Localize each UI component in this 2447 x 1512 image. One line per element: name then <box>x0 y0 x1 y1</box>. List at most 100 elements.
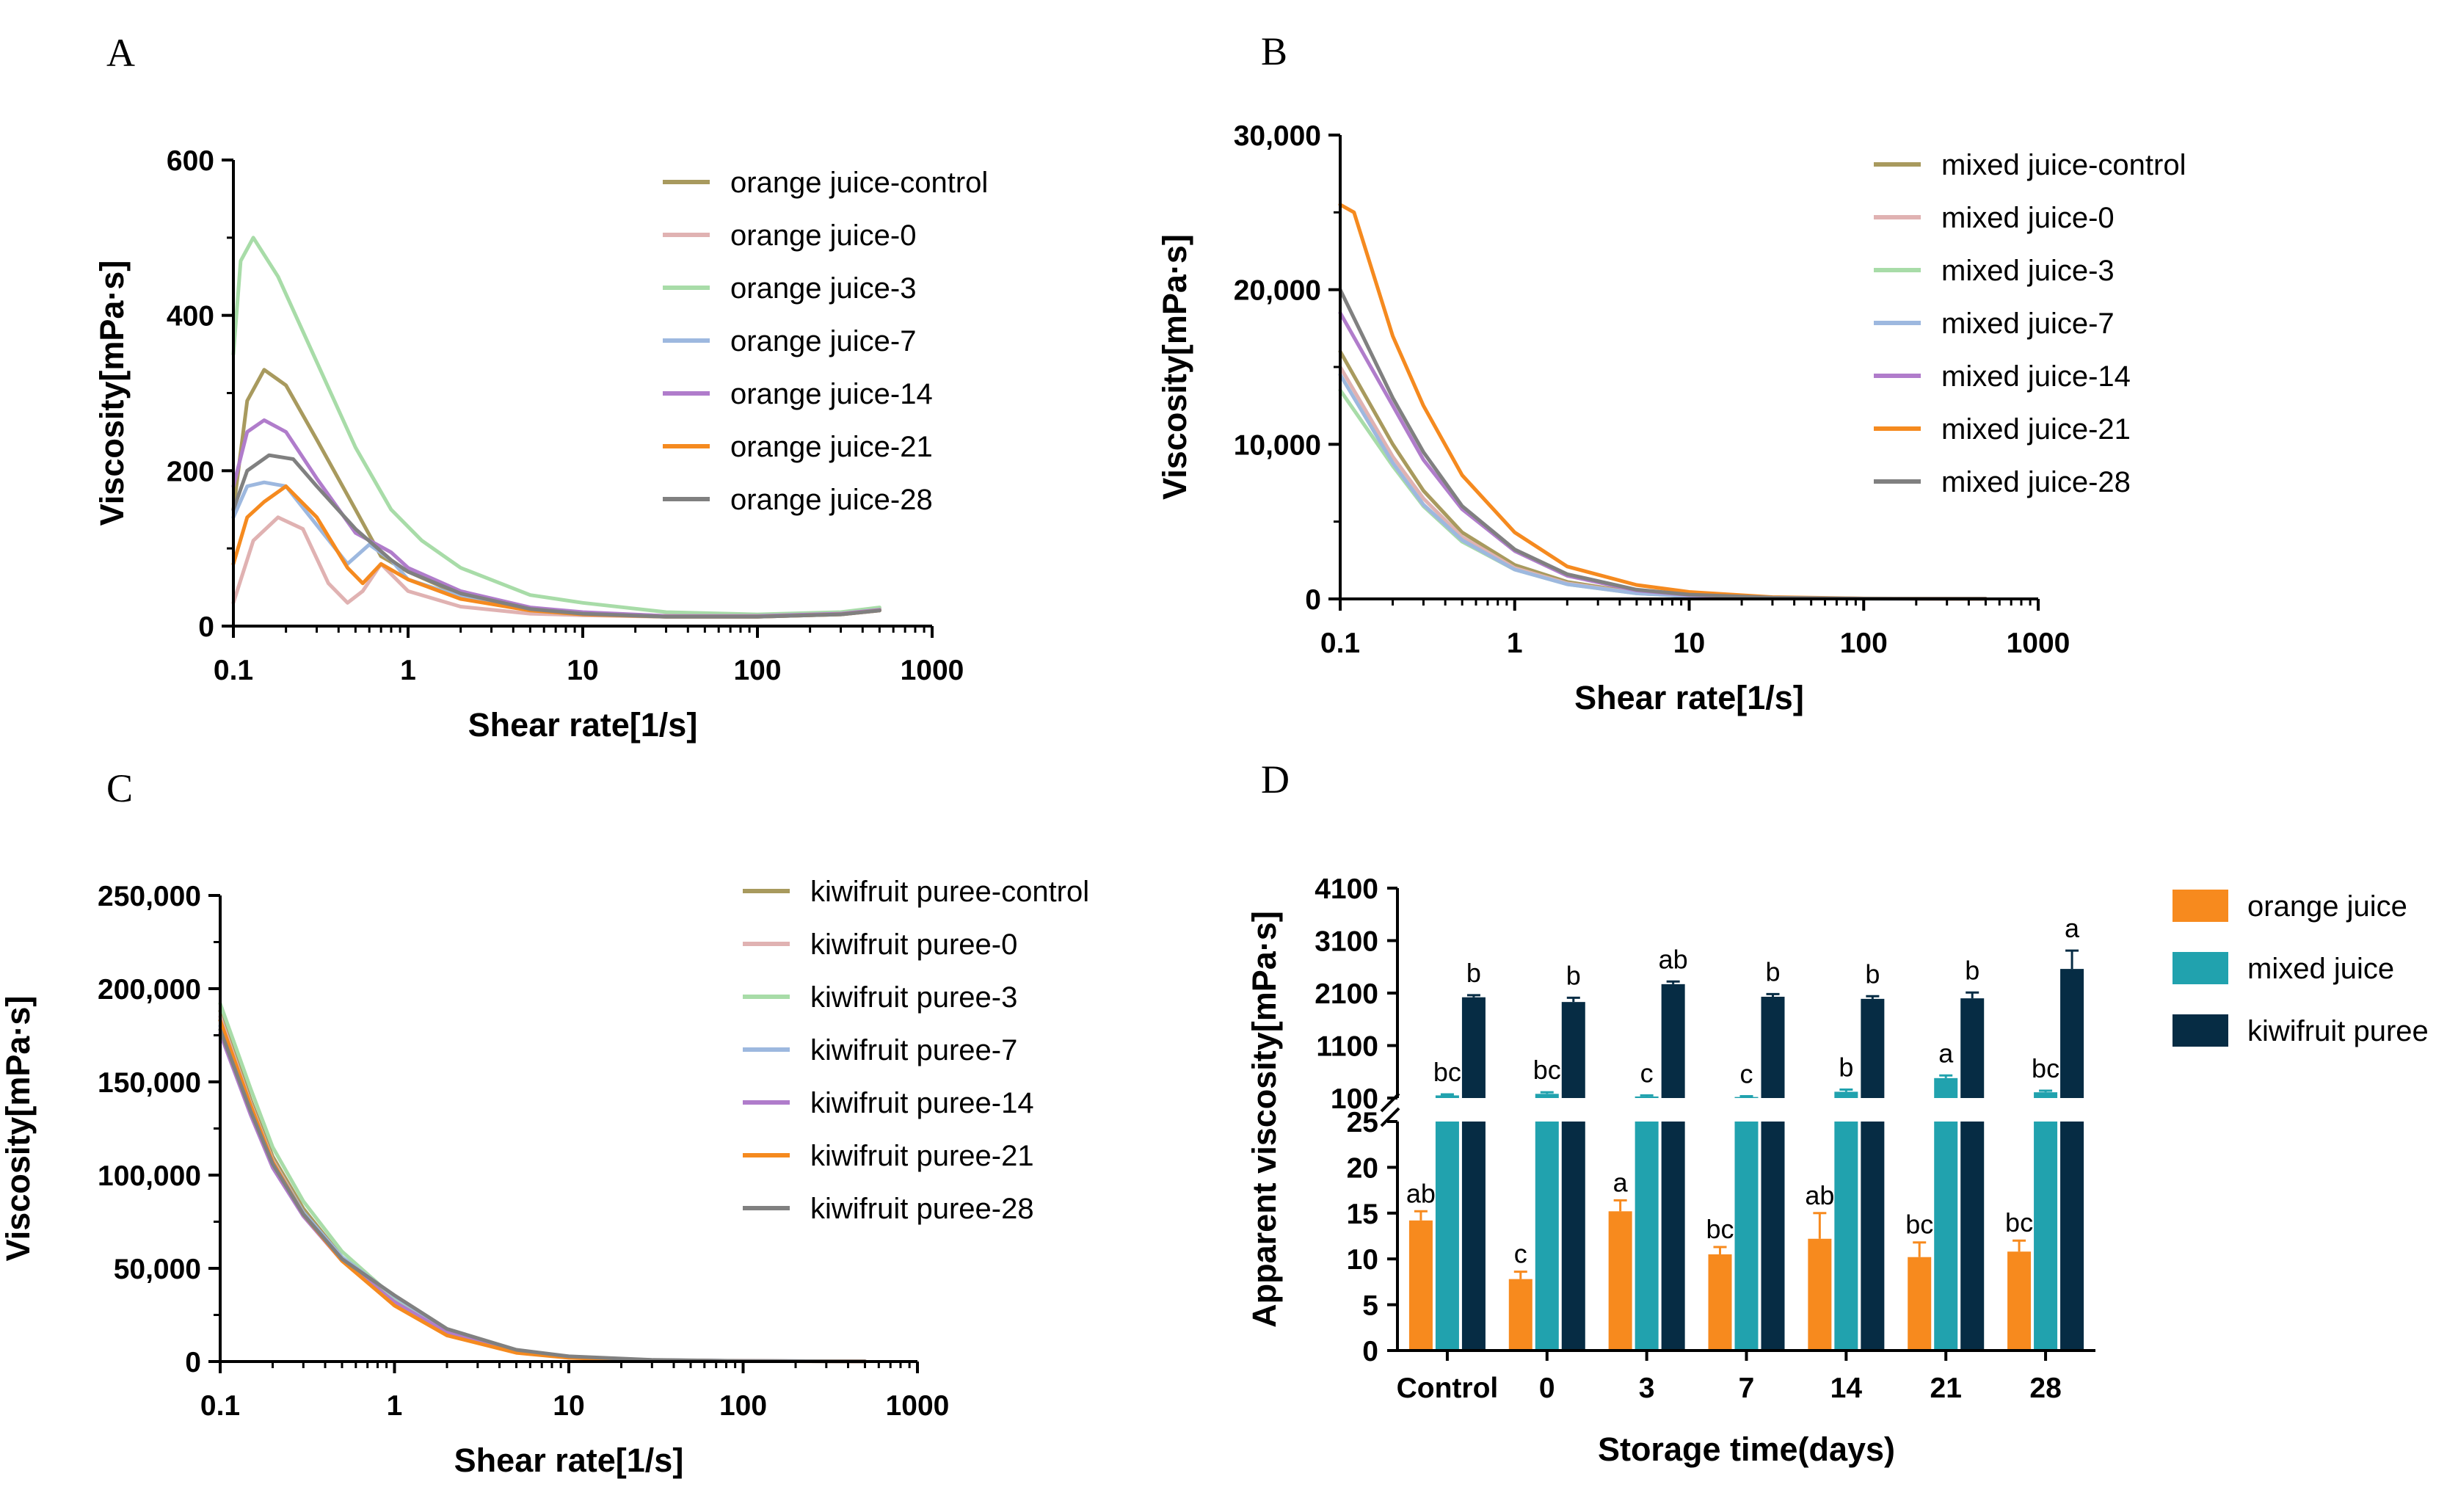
bar-orange-juice <box>2007 1251 2032 1351</box>
significance-label: bc <box>1433 1057 1461 1087</box>
y-tick-label: 200,000 <box>98 974 201 1006</box>
x-tick-label: 21 <box>1930 1373 1962 1404</box>
x-axis-title: Shear rate[1/s] <box>454 1442 684 1479</box>
legend-label: mixed juice <box>2247 953 2394 985</box>
series-line-3 <box>231 236 881 617</box>
bar-orange-juice <box>1608 1211 1632 1351</box>
legend-label: orange juice-7 <box>730 325 917 357</box>
x-tick-label: Control <box>1397 1373 1499 1404</box>
bar-kiwifruit-puree-lower <box>1761 1122 1785 1351</box>
series-line-7 <box>231 453 881 619</box>
bar-orange-juice <box>1808 1238 1832 1351</box>
y-tick-label: 1100 <box>1316 1031 1378 1063</box>
y-tick-label: 100 <box>1331 1083 1378 1115</box>
panel-a: A 0.1 1 10 100 1000 0 200 400 600 Shear rate[1/s] V… <box>93 31 988 744</box>
axis-break-mark <box>1380 1107 1400 1127</box>
y-tick-label: 4100 <box>1315 873 1378 905</box>
bar-kiwifruit-puree-upper <box>1661 984 1685 1098</box>
bar-mixed-juice-upper <box>2034 1092 2058 1098</box>
bar-orange-juice <box>1408 1220 1433 1351</box>
bar-orange-juice <box>1508 1279 1532 1351</box>
legend-swatch <box>2173 1014 2228 1047</box>
x-tick-label: 100 <box>1840 628 1888 659</box>
bar-mixed-juice-upper <box>1934 1077 1958 1098</box>
y-axis-title: Viscosity[mPa·s] <box>1156 234 1193 500</box>
y-tick-label: 0 <box>1305 584 1321 616</box>
y-tick-label: 600 <box>167 145 214 177</box>
significance-label: ab <box>1805 1180 1834 1210</box>
x-tick-label: 14 <box>1830 1373 1863 1404</box>
significance-label: a <box>1938 1038 1954 1068</box>
significance-label: b <box>1865 959 1880 989</box>
panel-label: B <box>1261 29 1287 73</box>
y-tick-label: 100,000 <box>98 1160 201 1192</box>
significance-label: c <box>1640 1058 1654 1088</box>
series-line-7 <box>1338 288 1988 601</box>
x-axis-title: Storage time(days) <box>1598 1431 1895 1468</box>
bar-kiwifruit-puree-lower <box>1461 1122 1486 1351</box>
series-line-3 <box>1338 388 1988 601</box>
bar-mixed-juice-upper <box>1734 1097 1759 1098</box>
x-tick-label: 1000 <box>2007 628 2070 659</box>
legend-swatch <box>2173 890 2228 922</box>
legend-label: mixed juice-3 <box>1941 255 2115 287</box>
y-tick-label: 400 <box>167 301 214 332</box>
x-tick-label: 100 <box>719 1390 767 1422</box>
legend-label: kiwifruit puree-21 <box>810 1140 1034 1172</box>
significance-label: bc <box>1905 1210 1933 1240</box>
x-tick-label: 1000 <box>886 1390 950 1422</box>
significance-label: c <box>1514 1239 1527 1269</box>
y-tick-label: 10 <box>1347 1244 1378 1276</box>
legend-label: mixed juice-7 <box>1941 308 2115 340</box>
legend-label: kiwifruit puree-14 <box>810 1087 1034 1119</box>
significance-label: b <box>1765 956 1780 986</box>
x-tick-label: 1 <box>1507 628 1523 659</box>
bar-kiwifruit-puree-upper <box>1761 997 1785 1098</box>
panel-b: B 0.1 1 10 100 1000 0 10,000 20,000 30,000 Shear r… <box>1156 29 2186 716</box>
legend-label: orange juice-21 <box>730 431 933 463</box>
y-tick-label: 150,000 <box>98 1067 201 1099</box>
x-tick-label: 28 <box>2029 1373 2061 1404</box>
series-line-2 <box>231 515 881 619</box>
x-tick-label: 0 <box>1539 1373 1555 1404</box>
x-tick-label: 0.1 <box>200 1390 240 1422</box>
axis-break-mark <box>1380 1092 1400 1113</box>
significance-label: ab <box>1406 1178 1436 1208</box>
x-tick-label: 1000 <box>901 655 964 686</box>
legend-label: mixed juice-14 <box>1941 360 2131 393</box>
bar-kiwifruit-puree-upper <box>1561 1002 1585 1098</box>
x-tick-label: 10 <box>567 655 598 686</box>
bar-mixed-juice-upper <box>1635 1096 1659 1098</box>
y-tick-label: 20 <box>1347 1152 1378 1184</box>
x-axis-title: Shear rate[1/s] <box>468 706 698 744</box>
y-tick-label: 0 <box>198 611 214 643</box>
y-tick-label: 250,000 <box>98 881 201 912</box>
legend-label: mixed juice-control <box>1941 149 2186 181</box>
bar-kiwifruit-puree-lower <box>1561 1122 1585 1351</box>
legend-label: orange juice-3 <box>730 272 917 305</box>
panel-label: C <box>106 766 133 810</box>
significance-label: bc <box>1706 1214 1734 1244</box>
y-tick-label: 50,000 <box>114 1254 201 1285</box>
legend-label: kiwifruit puree <box>2247 1015 2429 1047</box>
legend-label: kiwifruit puree-3 <box>810 981 1017 1014</box>
bar-mixed-juice-lower <box>1834 1122 1858 1351</box>
series-line-1 <box>218 1009 867 1364</box>
bar-mixed-juice-upper <box>1535 1094 1559 1098</box>
panel-label: A <box>106 31 135 75</box>
y-tick-label: 15 <box>1347 1199 1378 1230</box>
series-line-4 <box>1338 373 1988 601</box>
y-axis-title: Viscosity[mPa·s] <box>0 996 37 1262</box>
bar-mixed-juice-lower <box>1635 1122 1659 1351</box>
bar-kiwifruit-puree-lower <box>1861 1122 1885 1351</box>
y-tick-label: 20,000 <box>1234 275 1321 307</box>
y-axis-title: Viscosity[mPa·s] <box>93 261 131 526</box>
legend-label: kiwifruit puree-0 <box>810 928 1017 961</box>
x-tick-label: 0.1 <box>1320 628 1360 659</box>
x-tick-label: 7 <box>1739 1373 1755 1404</box>
significance-label: bc <box>2005 1207 2033 1237</box>
x-tick-label: 3 <box>1639 1373 1655 1404</box>
x-tick-label: 100 <box>733 655 781 686</box>
significance-label: c <box>1740 1058 1753 1088</box>
